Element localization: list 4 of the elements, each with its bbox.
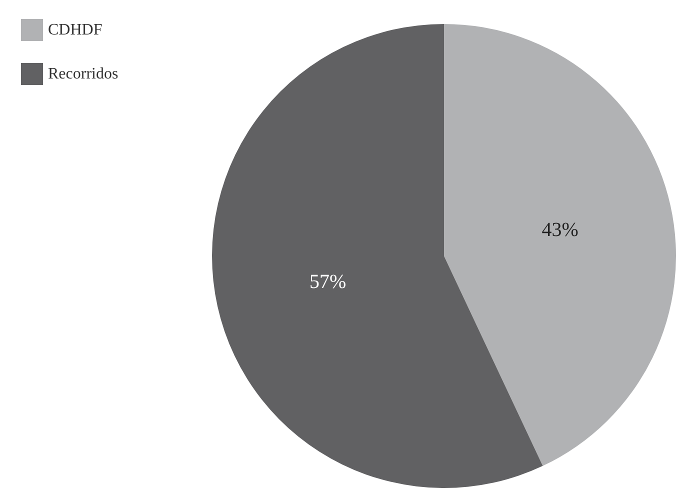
legend-label: CDHDF (48, 22, 102, 38)
data-label: 57% (310, 270, 346, 293)
legend-label: Recorridos (48, 66, 118, 82)
data-label: 43% (542, 219, 578, 242)
